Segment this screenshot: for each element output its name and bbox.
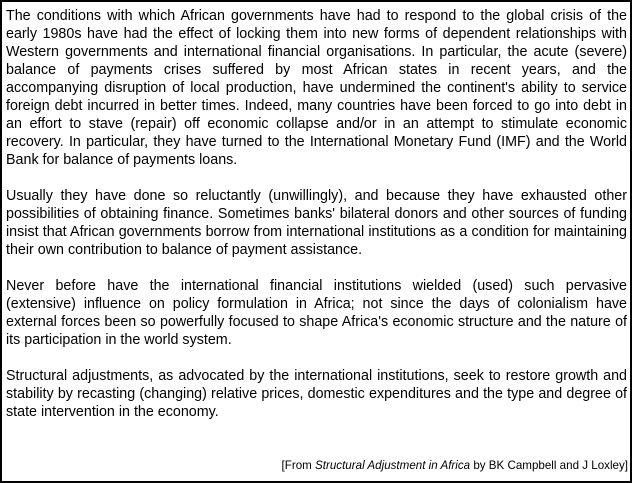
- paragraph-1: The conditions with which African govern…: [6, 8, 627, 168]
- source-title: Structural Adjustment in Africa: [315, 459, 471, 472]
- paragraph-2: Usually they have done so reluctantly (u…: [6, 188, 627, 258]
- paragraph-3: Never before have the international fina…: [6, 278, 627, 348]
- paragraph-4: Structural adjustments, as advocated by …: [6, 368, 627, 420]
- source-suffix: by BK Campbell and J Loxley]: [470, 459, 628, 472]
- source-prefix: [From: [281, 459, 316, 472]
- passage-body: The conditions with which African govern…: [6, 7, 627, 421]
- source-citation: [From Structural Adjustment in Africa by…: [282, 459, 628, 473]
